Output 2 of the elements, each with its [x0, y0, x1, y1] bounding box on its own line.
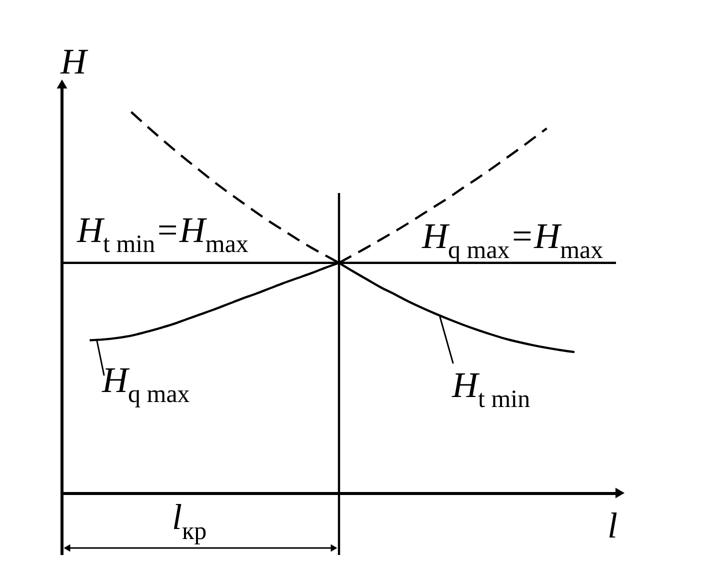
- x-axis-title: l: [608, 506, 618, 546]
- y-axis-title: H: [60, 42, 88, 82]
